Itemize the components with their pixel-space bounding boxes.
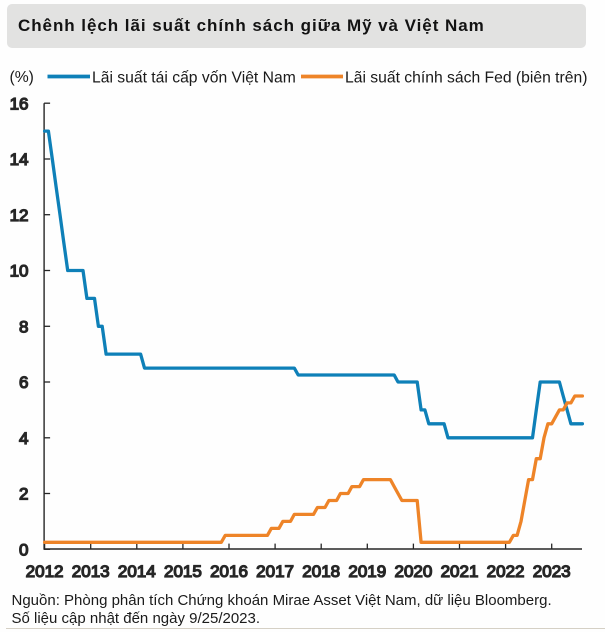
- svg-text:2023: 2023: [533, 562, 571, 581]
- svg-text:2022: 2022: [487, 562, 525, 581]
- svg-text:14: 14: [10, 150, 29, 169]
- svg-text:0: 0: [19, 540, 28, 559]
- svg-text:(%): (%): [10, 69, 34, 86]
- svg-text:2015: 2015: [164, 562, 202, 581]
- svg-text:6: 6: [19, 373, 28, 392]
- svg-text:2013: 2013: [72, 562, 110, 581]
- svg-text:Lãi suất tái cấp vốn Việt Nam: Lãi suất tái cấp vốn Việt Nam: [92, 69, 296, 86]
- svg-text:16: 16: [10, 94, 29, 113]
- svg-text:2016: 2016: [210, 562, 248, 581]
- svg-text:12: 12: [10, 206, 29, 225]
- svg-text:2018: 2018: [302, 562, 340, 581]
- svg-text:2019: 2019: [348, 562, 386, 581]
- svg-text:2012: 2012: [26, 562, 64, 581]
- svg-text:Lãi suất chính sách Fed (biên: Lãi suất chính sách Fed (biên trên): [345, 69, 587, 86]
- svg-text:2014: 2014: [118, 562, 156, 581]
- svg-text:2017: 2017: [256, 562, 294, 581]
- svg-text:2: 2: [19, 485, 28, 504]
- svg-text:2021: 2021: [441, 562, 479, 581]
- svg-text:4: 4: [19, 429, 28, 448]
- svg-text:8: 8: [19, 317, 28, 336]
- svg-text:2020: 2020: [394, 562, 432, 581]
- svg-text:10: 10: [10, 262, 29, 281]
